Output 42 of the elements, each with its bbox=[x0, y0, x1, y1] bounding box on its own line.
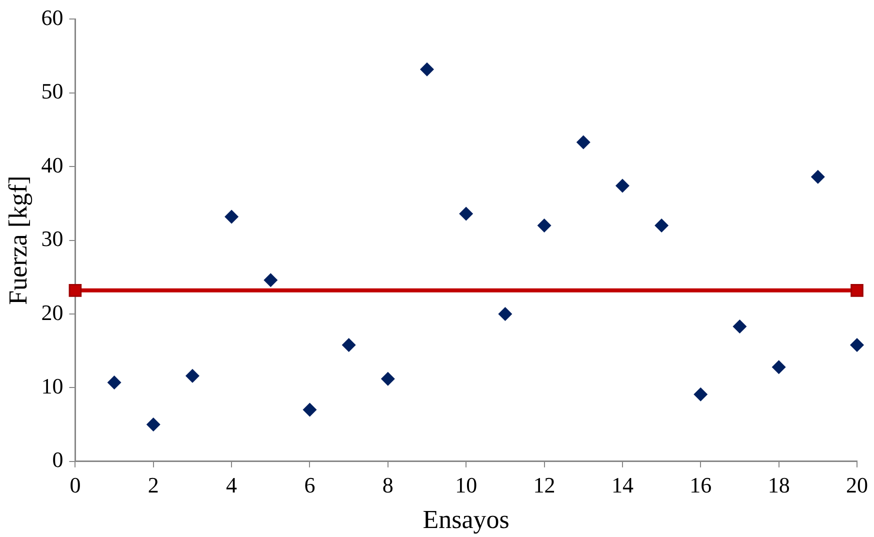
y-tick-label: 10 bbox=[41, 373, 64, 398]
point bbox=[850, 284, 864, 297]
x-tick-label: 18 bbox=[768, 472, 790, 498]
point bbox=[185, 368, 200, 383]
x-tick-label: 14 bbox=[611, 472, 634, 498]
x-tick-label: 6 bbox=[304, 472, 316, 498]
point bbox=[694, 387, 708, 402]
y-tick-label: 60 bbox=[41, 4, 64, 30]
point bbox=[850, 338, 864, 352]
y-tick-label: 50 bbox=[41, 78, 64, 104]
x-tick-label: 20 bbox=[846, 472, 868, 498]
x-tick-label: 4 bbox=[226, 472, 238, 498]
point bbox=[380, 372, 395, 386]
x-tick-label: 10 bbox=[455, 472, 478, 498]
x-tick-label: 16 bbox=[690, 472, 712, 498]
point bbox=[420, 62, 434, 76]
y-tick-label: 0 bbox=[52, 447, 64, 472]
point bbox=[810, 170, 825, 184]
x-tick-label: 8 bbox=[382, 472, 394, 498]
y-tick-label: 30 bbox=[41, 226, 64, 252]
x-axis-title: Ensayos bbox=[422, 505, 510, 534]
point bbox=[772, 360, 786, 374]
point bbox=[107, 376, 122, 390]
x-tick-label: 2 bbox=[148, 472, 159, 498]
y-tick-label: 20 bbox=[41, 300, 64, 325]
point bbox=[498, 307, 512, 321]
point bbox=[537, 218, 552, 233]
point bbox=[342, 338, 356, 352]
point bbox=[615, 178, 630, 193]
point bbox=[732, 320, 747, 334]
y-tick-label: 40 bbox=[41, 152, 64, 178]
x-tick-label: 12 bbox=[533, 472, 556, 498]
x-tick-label: 0 bbox=[70, 472, 81, 498]
point bbox=[146, 418, 160, 432]
point bbox=[302, 402, 317, 417]
y-axis-title: Fuerza [kgf] bbox=[3, 176, 32, 305]
point bbox=[264, 273, 278, 288]
point bbox=[654, 218, 669, 233]
point bbox=[459, 206, 474, 221]
point bbox=[576, 135, 590, 150]
point bbox=[224, 210, 239, 224]
point bbox=[68, 284, 82, 297]
